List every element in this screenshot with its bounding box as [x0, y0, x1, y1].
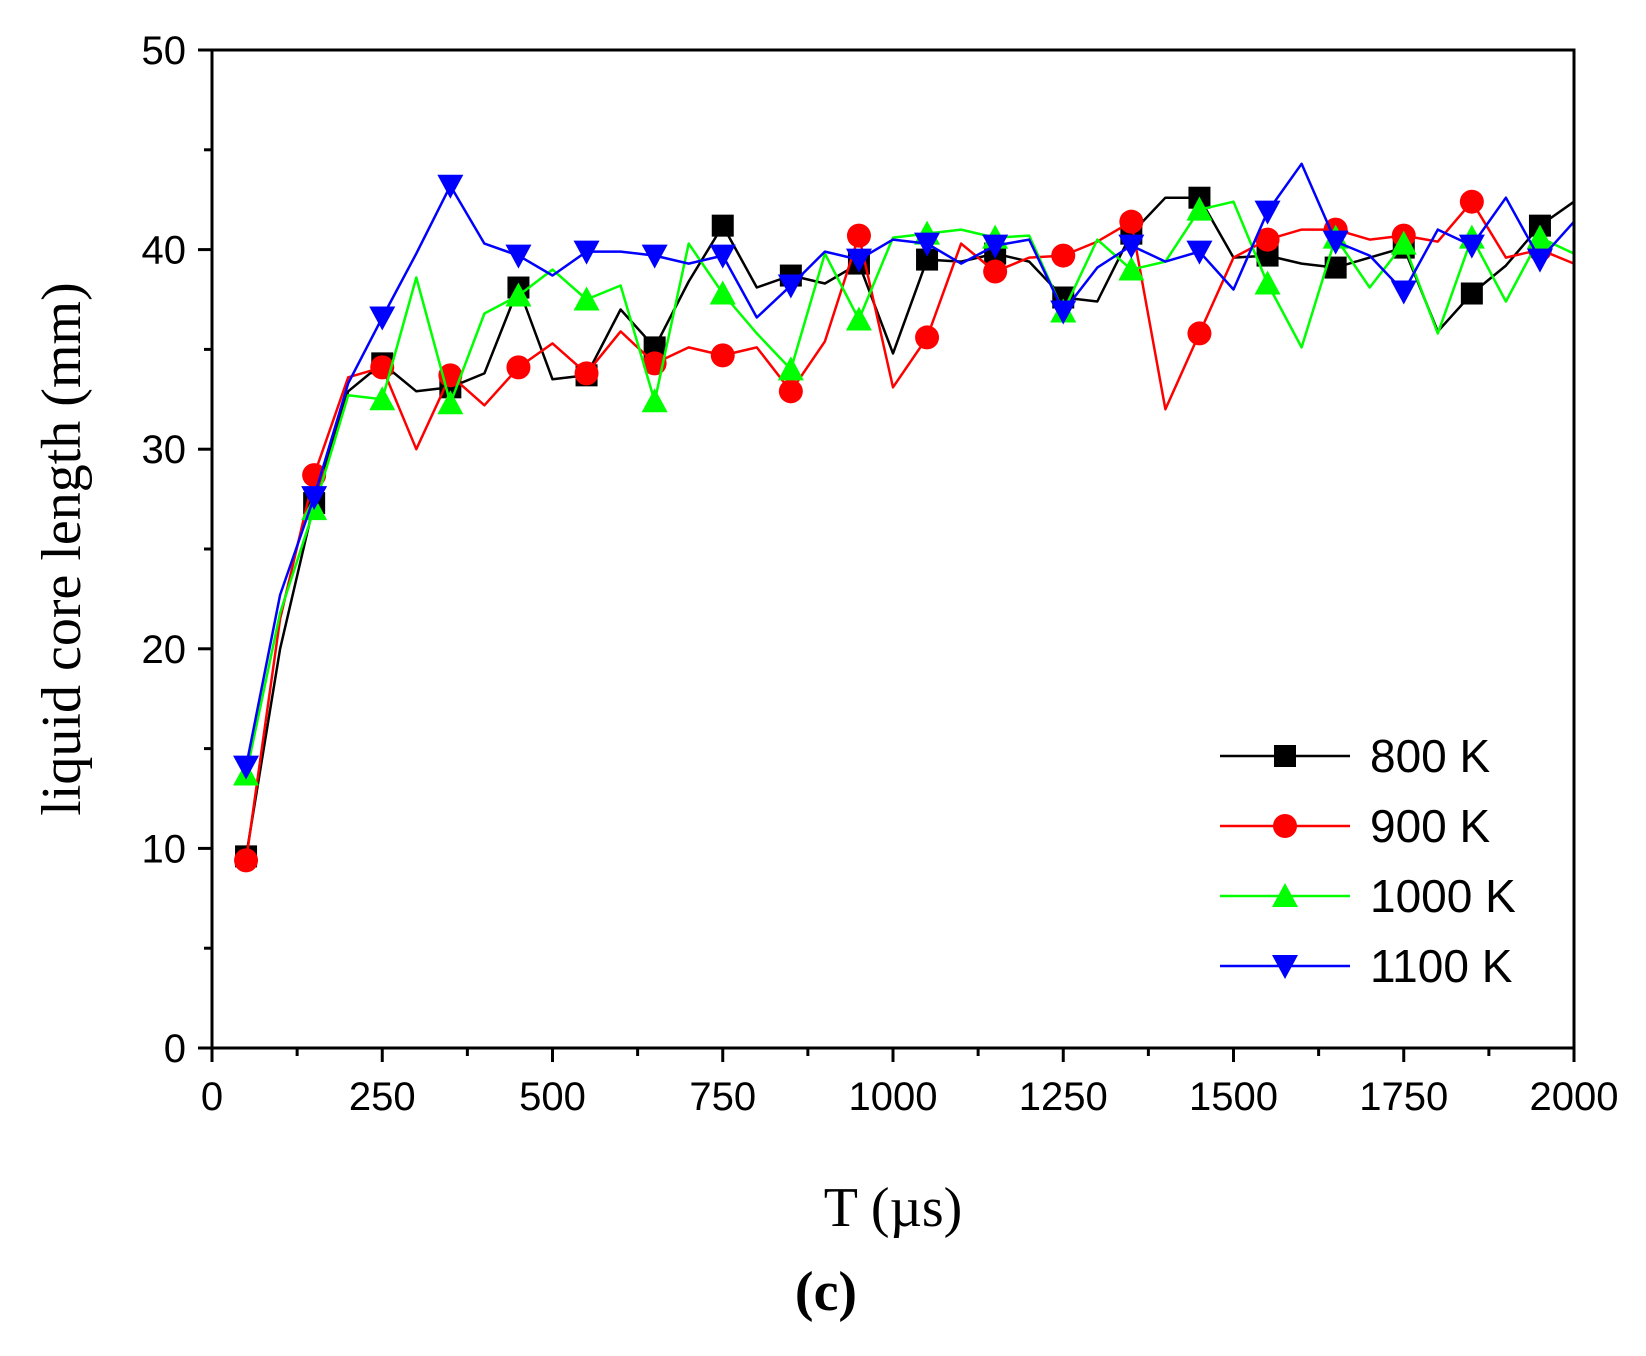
x-tick-label: 500: [519, 1075, 586, 1119]
data-point-1100-k: [845, 248, 872, 273]
data-point-1000-k: [641, 388, 668, 413]
data-point-1100-k: [1050, 300, 1077, 325]
data-point-900-k: [846, 223, 871, 248]
legend-marker: [1272, 883, 1298, 907]
data-point-1000-k: [845, 306, 872, 331]
data-point-800-k: [1460, 282, 1483, 305]
x-tick-label: 250: [349, 1075, 416, 1119]
legend: 800 K 900 K 1000 K 1100 K: [1220, 730, 1516, 992]
data-point-1100-k: [1186, 240, 1213, 265]
data-point-900-k: [915, 325, 940, 350]
panel-label: (c): [795, 1261, 857, 1323]
data-point-1100-k: [1458, 234, 1485, 259]
x-tick-label: 0: [201, 1075, 223, 1119]
data-point-1000-k: [437, 390, 464, 415]
legend-label: 800 K: [1370, 730, 1491, 782]
data-point-900-k: [1051, 243, 1076, 268]
data-point-1000-k: [1390, 230, 1417, 255]
data-point-900-k: [506, 355, 531, 380]
data-point-900-k: [1459, 189, 1484, 214]
x-tick-label: 1000: [849, 1075, 938, 1119]
data-point-1100-k: [1254, 200, 1281, 225]
data-point-1100-k: [1118, 234, 1145, 259]
data-point-1100-k: [1526, 248, 1553, 273]
data-point-1100-k: [1322, 230, 1349, 255]
data-point-1100-k: [1390, 280, 1417, 305]
data-point-1000-k: [573, 286, 600, 311]
data-point-1000-k: [505, 282, 532, 307]
x-axis-title: T (µs): [824, 1177, 963, 1239]
x-tick-label: 1500: [1189, 1075, 1278, 1119]
data-point-1100-k: [369, 306, 396, 331]
data-point-1100-k: [709, 244, 736, 269]
data-point-1100-k: [505, 244, 532, 269]
data-point-1100-k: [301, 486, 328, 511]
y-tick-label: 10: [142, 827, 187, 871]
x-tick-label: 1750: [1359, 1075, 1448, 1119]
legend-label: 1000 K: [1370, 870, 1516, 922]
y-tick-label: 50: [142, 29, 187, 73]
data-point-1100-k: [982, 234, 1009, 259]
legend-marker: [1274, 745, 1296, 767]
legend-label: 900 K: [1370, 800, 1491, 852]
y-tick-label: 20: [142, 628, 187, 672]
data-point-800-k: [916, 248, 939, 271]
data-point-900-k: [1255, 227, 1280, 252]
data-point-900-k: [710, 343, 735, 368]
x-tick-label: 2000: [1530, 1075, 1619, 1119]
data-point-1000-k: [777, 356, 804, 381]
y-tick-label: 30: [142, 428, 187, 472]
data-point-800-k: [711, 214, 734, 237]
series-layer: [233, 162, 1575, 873]
data-point-900-k: [778, 379, 803, 404]
legend-item-900-k: 900 K: [1220, 800, 1491, 852]
data-point-1100-k: [914, 232, 941, 257]
series-line-1000-k: [244, 200, 1575, 775]
data-point-900-k: [1119, 209, 1144, 234]
data-point-1100-k: [437, 174, 464, 199]
data-point-1100-k: [573, 240, 600, 265]
legend-marker: [1273, 814, 1297, 838]
data-point-1000-k: [1186, 196, 1213, 221]
legend-item-1100-k: 1100 K: [1220, 940, 1513, 992]
axis-ticks: 0 250 500 750 1000 1250 1500 1750 2000 0 10 20 30 40 5…: [142, 29, 1619, 1119]
y-tick-label: 0: [164, 1027, 186, 1071]
data-point-800-k: [1324, 256, 1347, 279]
data-point-900-k: [234, 848, 259, 873]
series-1100-k: [233, 162, 1575, 780]
data-point-1000-k: [369, 386, 396, 411]
data-point-1100-k: [233, 755, 260, 780]
legend-item-1000-k: 1000 K: [1220, 870, 1516, 922]
y-tick-label: 40: [142, 229, 187, 273]
data-point-900-k: [1187, 321, 1212, 346]
data-point-1000-k: [1254, 270, 1281, 295]
legend-item-800-k: 800 K: [1220, 730, 1491, 782]
series-line-1100-k: [244, 162, 1575, 767]
data-point-1100-k: [641, 244, 668, 269]
data-point-1000-k: [709, 280, 736, 305]
series-line-900-k: [244, 200, 1575, 861]
legend-marker: [1272, 955, 1298, 979]
x-tick-label: 750: [689, 1075, 756, 1119]
y-axis-title: liquid core length (mm): [31, 282, 93, 815]
data-point-1000-k: [1118, 256, 1145, 281]
x-tick-label: 1250: [1019, 1075, 1108, 1119]
data-point-1100-k: [777, 274, 804, 299]
data-point-900-k: [574, 361, 599, 386]
data-point-1000-k: [1526, 224, 1553, 249]
legend-label: 1100 K: [1370, 940, 1513, 992]
series-1000-k: [233, 196, 1575, 786]
data-point-900-k: [983, 259, 1008, 284]
